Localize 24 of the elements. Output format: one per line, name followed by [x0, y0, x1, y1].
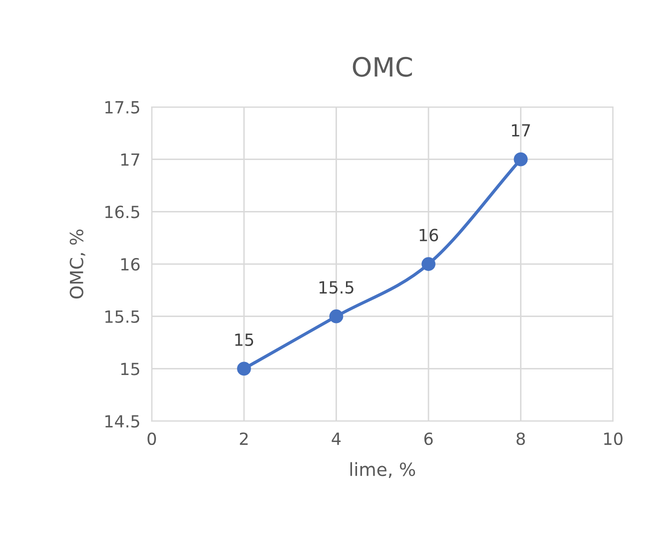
y-tick-label: 15 — [121, 362, 140, 376]
data-label: 17 — [512, 124, 530, 136]
point — [329, 309, 344, 324]
data-label: 15 — [235, 334, 254, 346]
data-label: 16 — [420, 228, 438, 242]
point — [422, 257, 436, 271]
y-tick-label: 17.5 — [105, 101, 140, 114]
x-tick-label: 2 — [240, 432, 248, 445]
x-tick-label: 0 — [148, 432, 156, 446]
x-tick-label: 10 — [604, 432, 622, 446]
data-label: 15.5 — [320, 281, 354, 294]
y-tick-label: 16 — [121, 258, 140, 271]
y-tick-label: 15.5 — [105, 310, 140, 323]
chart-title: OMC — [352, 56, 412, 77]
y-tick-label: 17 — [121, 154, 140, 166]
point — [237, 362, 251, 376]
y-tick-label: 16.5 — [105, 206, 140, 218]
y-tick-label: 14.5 — [105, 415, 140, 428]
x-axis-title: lime, % — [350, 462, 416, 478]
x-tick-label: 6 — [424, 432, 433, 446]
x-tick-label: 4 — [332, 432, 341, 445]
point — [514, 152, 528, 166]
x-tick-label: 8 — [516, 432, 525, 446]
y-axis-title: OMC, % — [70, 230, 86, 299]
